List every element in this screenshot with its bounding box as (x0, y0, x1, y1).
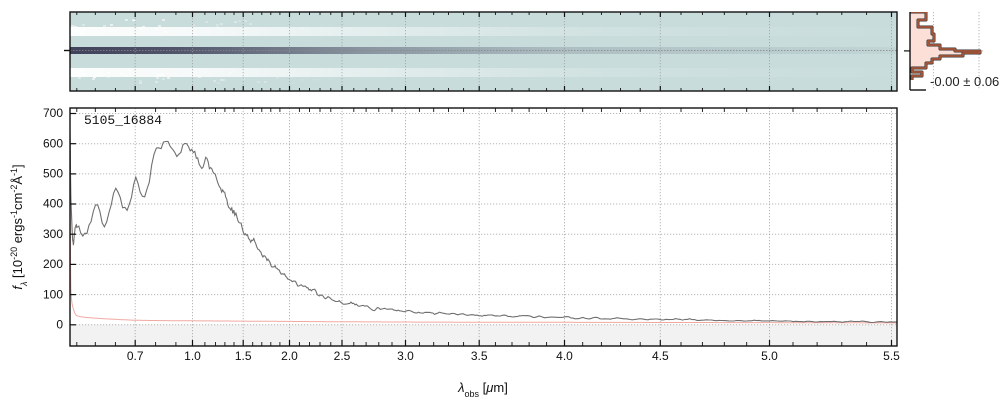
svg-text:fλ [10-20 ergs-1cm-2Å-1]: fλ [10-20 ergs-1cm-2Å-1] (9, 164, 29, 289)
svg-text:400: 400 (43, 197, 63, 211)
svg-text:600: 600 (43, 136, 63, 150)
svg-text:700: 700 (43, 106, 63, 120)
svg-text:500: 500 (43, 167, 63, 181)
svg-text:2.0: 2.0 (281, 349, 298, 363)
svg-text:3.5: 3.5 (471, 349, 488, 363)
svg-text:-0.00 ± 0.06: -0.00 ± 0.06 (930, 74, 999, 89)
svg-text:5105_16884: 5105_16884 (84, 113, 162, 128)
svg-text:λobs [μm]: λobs [μm] (457, 380, 508, 399)
svg-text:5.0: 5.0 (761, 349, 778, 363)
svg-text:200: 200 (43, 257, 63, 271)
svg-text:0.7: 0.7 (127, 349, 144, 363)
svg-text:5.5: 5.5 (883, 349, 900, 363)
svg-text:300: 300 (43, 227, 63, 241)
svg-text:3.0: 3.0 (397, 349, 414, 363)
svg-text:4.5: 4.5 (652, 349, 669, 363)
svg-text:2.5: 2.5 (334, 349, 351, 363)
svg-text:1.5: 1.5 (235, 349, 252, 363)
svg-text:0: 0 (56, 318, 63, 332)
svg-text:4.0: 4.0 (556, 349, 573, 363)
svg-text:100: 100 (43, 287, 63, 301)
svg-text:1.0: 1.0 (184, 349, 201, 363)
